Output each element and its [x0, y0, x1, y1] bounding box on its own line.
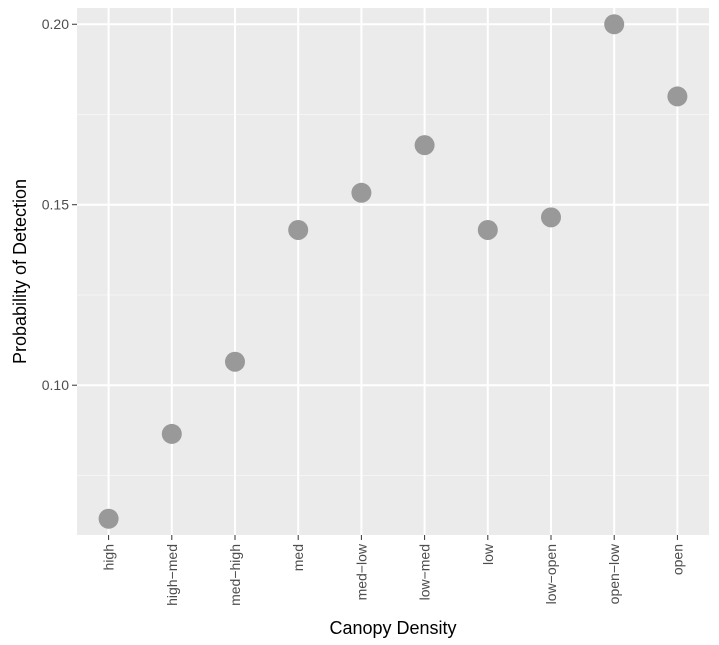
axes: 0.10 0.15 0.20 high high−med med−high med med−l…	[42, 16, 686, 606]
data-point	[288, 219, 309, 240]
data-point	[161, 423, 182, 444]
data-points	[98, 14, 688, 529]
x-tick-label: open	[669, 544, 685, 575]
x-axis-title: Canopy Density	[329, 618, 456, 638]
data-point	[98, 508, 119, 529]
y-tick-label: 0.15	[42, 197, 69, 213]
x-tick-label: low−med	[417, 544, 433, 600]
x-tick-label: low−open	[543, 544, 559, 604]
data-point	[414, 135, 435, 156]
x-tick-label: med	[290, 544, 306, 571]
x-tick-label: low	[480, 543, 496, 565]
x-tick-label: high	[101, 544, 117, 570]
data-point	[604, 14, 625, 35]
data-point	[477, 219, 498, 240]
gridlines	[77, 8, 709, 535]
data-point	[225, 351, 245, 372]
plot-panel	[77, 8, 709, 535]
y-tick-label: 0.20	[42, 16, 69, 32]
y-tick-label: 0.10	[42, 377, 69, 393]
x-tick-label: open−low	[606, 543, 622, 604]
data-point	[351, 182, 372, 203]
y-axis-title: Probability of Detection	[10, 179, 30, 364]
data-point	[667, 86, 688, 107]
x-tick-label: high−med	[164, 544, 180, 606]
data-point	[541, 207, 561, 228]
x-tick-label: med−high	[227, 544, 243, 606]
x-tick-label: med−low	[353, 543, 369, 600]
